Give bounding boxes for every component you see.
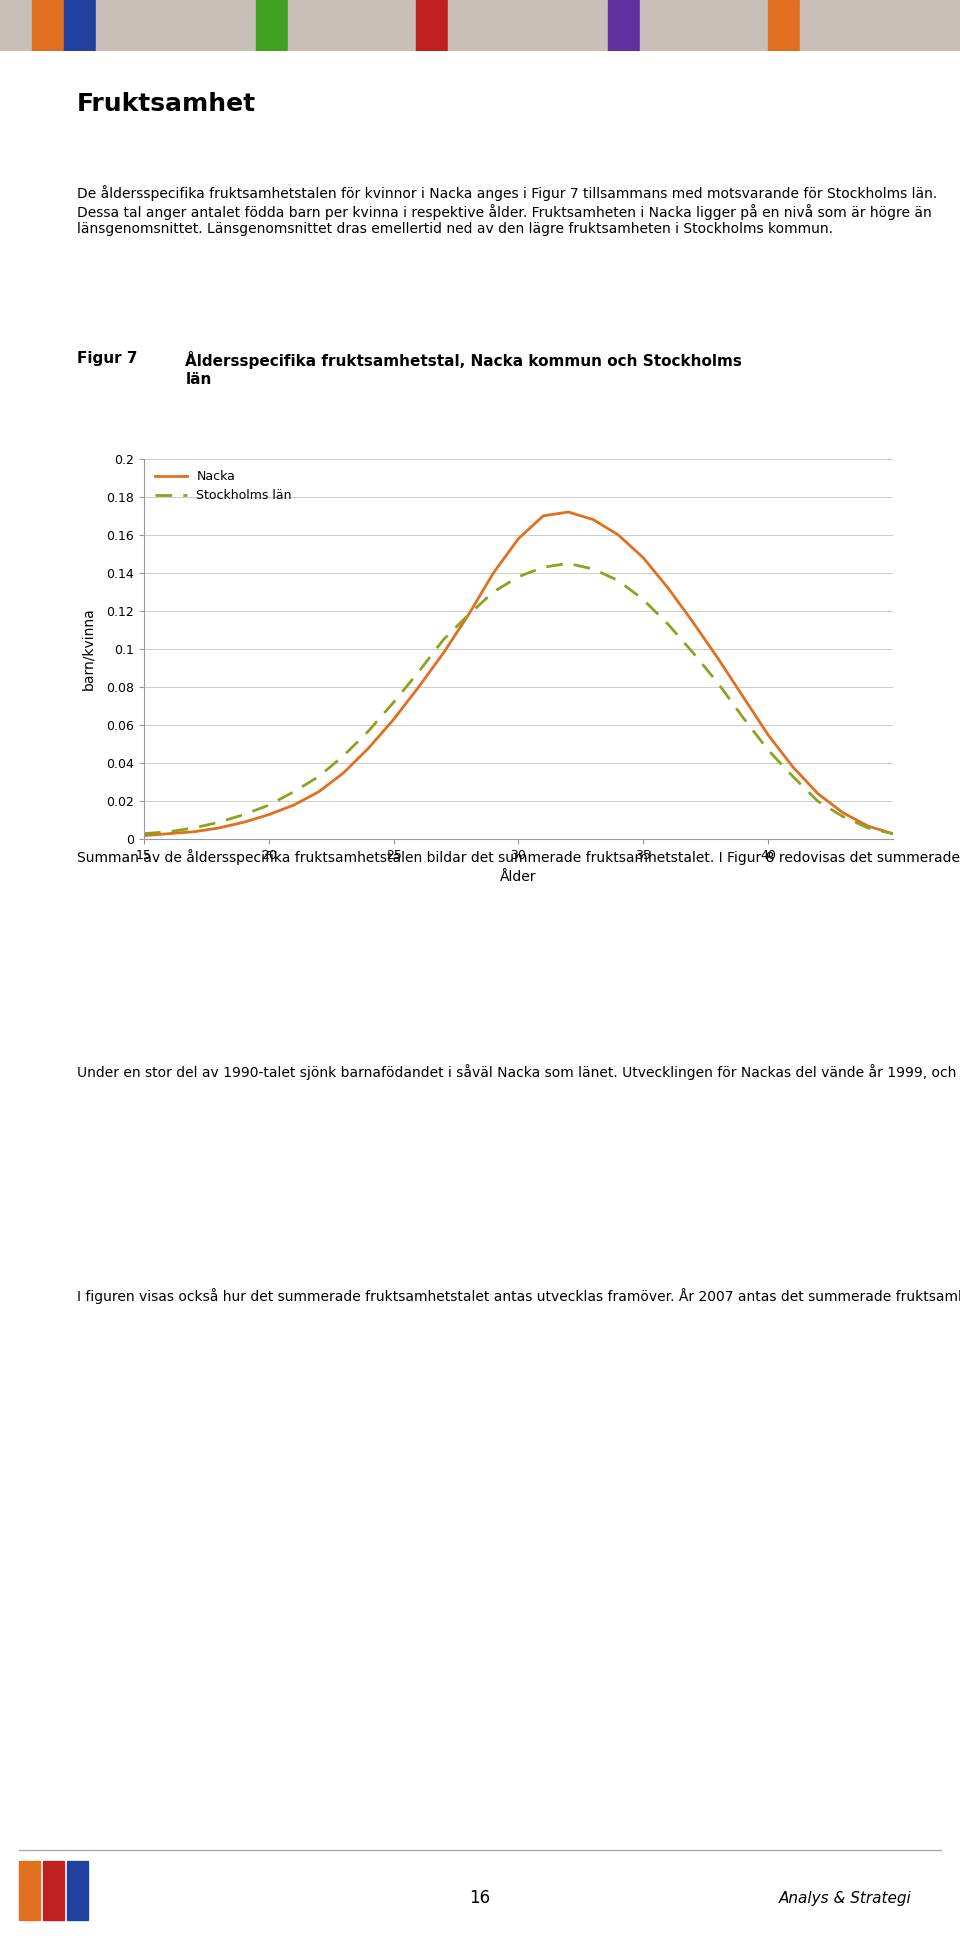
Bar [224, 0, 256, 51]
Bar [672, 0, 704, 51]
Text: Summan av de åldersspecifika fruktsamhetstalen bildar det summerade fruktsamhets: Summan av de åldersspecifika fruktsamhet… [77, 849, 960, 865]
Bar [0, 0, 32, 51]
Bar [896, 0, 928, 51]
Bar [416, 0, 448, 51]
Bar [544, 0, 576, 51]
Text: 16: 16 [469, 1890, 491, 1907]
Text: Under en stor del av 1990-talet sjönk barnafödandet i såväl Nacka som länet. Utv: Under en stor del av 1990-talet sjönk ba… [77, 1064, 960, 1079]
Bar [288, 0, 320, 51]
Bar [19, 1860, 40, 1921]
X-axis label: Ålder: Ålder [500, 871, 537, 884]
Bar [480, 0, 512, 51]
Text: Figur 7: Figur 7 [77, 351, 137, 367]
Text: I figuren visas också hur det summerade fruktsamhetstalet antas utvecklas framöv: I figuren visas också hur det summerade … [77, 1288, 960, 1304]
Bar [160, 0, 192, 51]
Bar [448, 0, 480, 51]
Bar [864, 0, 896, 51]
Bar [832, 0, 864, 51]
Text: Fruktsamhet: Fruktsamhet [77, 92, 256, 115]
Bar [64, 0, 96, 51]
Legend: Nacka, Stockholms län: Nacka, Stockholms län [151, 465, 297, 508]
Bar [928, 0, 960, 51]
Bar [128, 0, 160, 51]
Bar [736, 0, 768, 51]
Bar [576, 0, 608, 51]
Bar [384, 0, 416, 51]
Bar [256, 0, 288, 51]
Y-axis label: barn/kvinna: barn/kvinna [82, 607, 95, 691]
Bar [320, 0, 352, 51]
Text: Åldersspecifika fruktsamhetstal, Nacka kommun och Stockholms
län: Åldersspecifika fruktsamhetstal, Nacka k… [185, 351, 742, 386]
Bar [640, 0, 672, 51]
Bar [800, 0, 832, 51]
Bar [67, 1860, 88, 1921]
Bar [512, 0, 544, 51]
Bar [43, 1860, 64, 1921]
Bar [96, 0, 128, 51]
Text: De åldersspecifika fruktsamhetstalen för kvinnor i Nacka anges i Figur 7 tillsam: De åldersspecifika fruktsamhetstalen för… [77, 185, 937, 236]
Bar [768, 0, 800, 51]
Bar [192, 0, 224, 51]
Bar [32, 0, 64, 51]
Text: Analys & Strategi: Analys & Strategi [780, 1891, 912, 1905]
Bar [704, 0, 736, 51]
Bar [352, 0, 384, 51]
Bar [608, 0, 640, 51]
